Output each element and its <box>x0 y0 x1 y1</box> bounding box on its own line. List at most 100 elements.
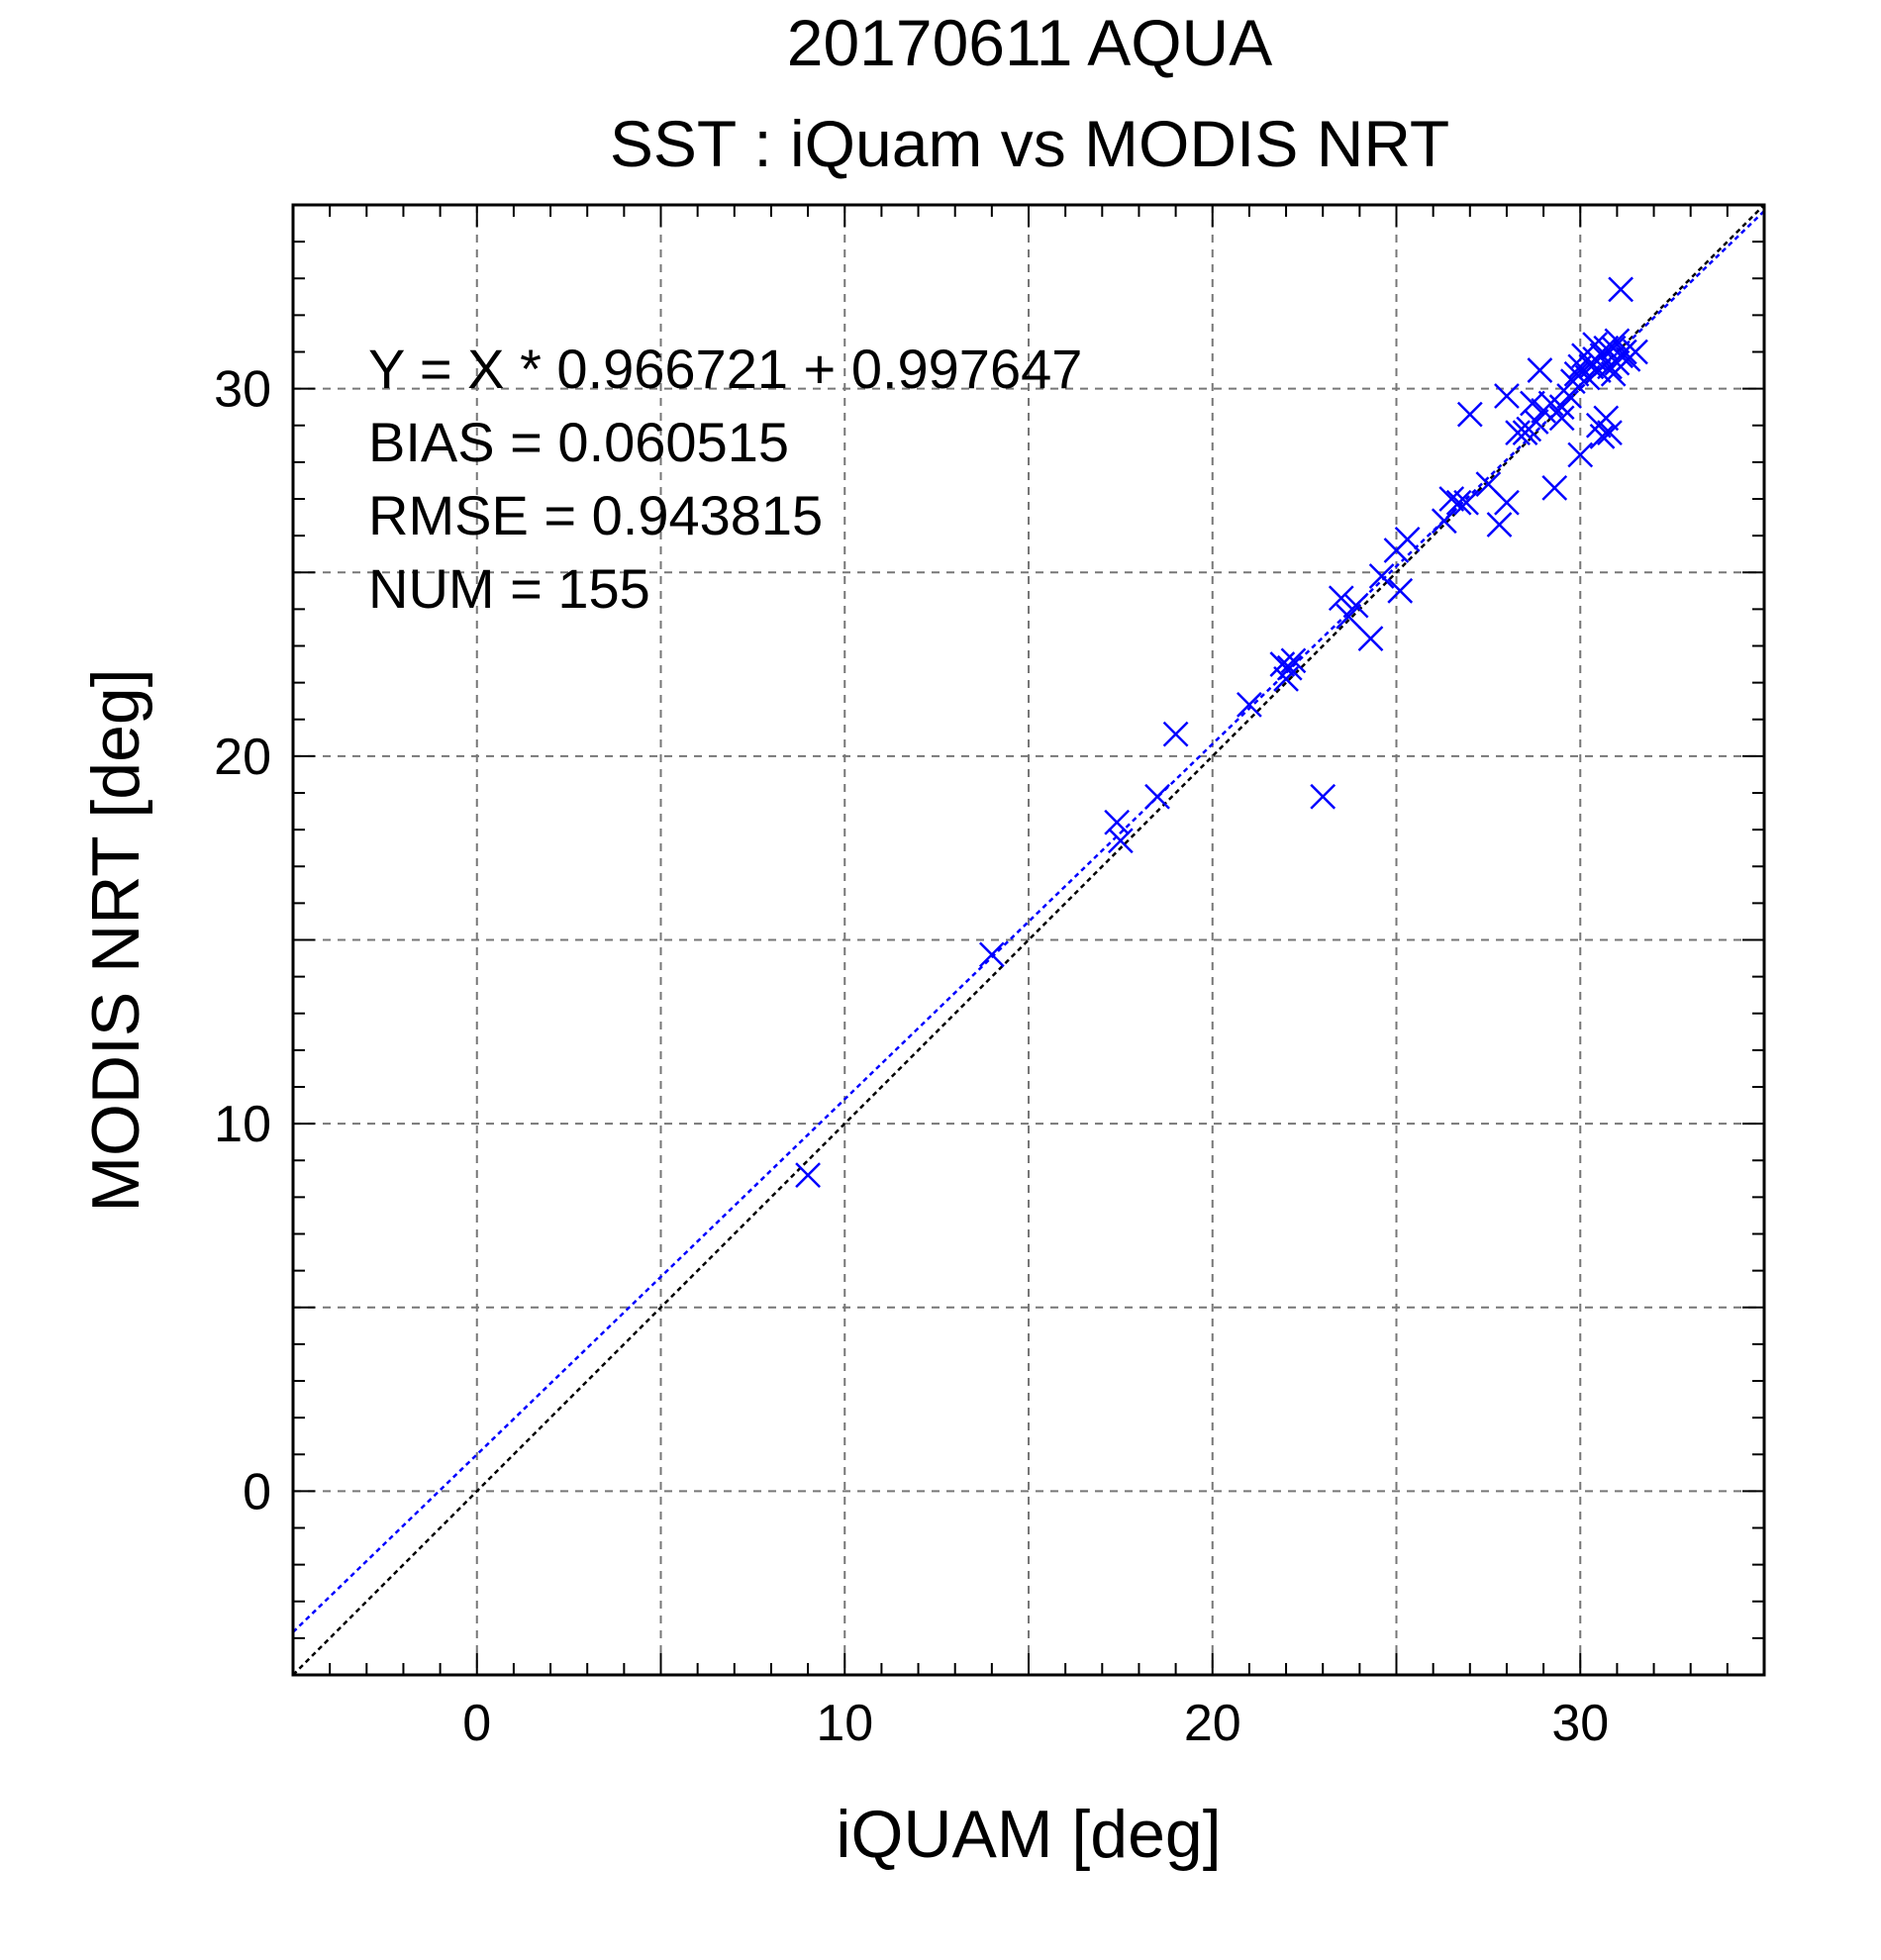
x-tick-label: 30 <box>1551 1695 1609 1752</box>
data-point-stroke <box>1276 654 1303 681</box>
data-point <box>1438 486 1465 512</box>
data-point-stroke <box>1394 526 1421 552</box>
data-point-stroke <box>1563 360 1590 387</box>
data-point <box>1541 474 1568 501</box>
data-point-stroke <box>1597 420 1623 446</box>
data-point <box>1456 401 1483 428</box>
annotation-regression: Y = X * 0.966721 + 0.997647 <box>368 338 1082 400</box>
plot-frame <box>291 203 1766 1677</box>
data-point-stroke <box>1523 409 1549 435</box>
data-point-stroke <box>1589 424 1616 449</box>
data-point <box>1310 783 1336 810</box>
data-point-stroke <box>1604 328 1631 354</box>
data-point <box>1623 339 1648 365</box>
annotation-bias: BIAS = 0.060515 <box>368 411 789 473</box>
data-point-stroke <box>1144 783 1170 810</box>
data-point <box>1559 368 1586 395</box>
data-point <box>1611 339 1637 365</box>
data-point <box>1527 357 1553 383</box>
y-axis-label: MODIS NRT [deg] <box>78 668 153 1212</box>
data-point <box>1523 409 1549 435</box>
data-point <box>1368 563 1395 589</box>
data-point-stroke <box>1456 401 1483 428</box>
data-point <box>1604 328 1631 354</box>
data-point <box>1520 390 1545 417</box>
data-point-stroke <box>1567 441 1594 468</box>
y-tick-label: 30 <box>214 361 271 419</box>
y-tick-label: 20 <box>214 729 271 786</box>
data-point-stroke <box>1548 394 1575 421</box>
data-point-stroke <box>1431 508 1457 535</box>
data-point <box>1453 489 1479 516</box>
data-point-stroke <box>795 1162 821 1188</box>
data-point <box>1593 405 1620 432</box>
data-point-stroke <box>1310 783 1336 810</box>
annotation-num: NUM = 155 <box>368 557 650 620</box>
data-point <box>1445 489 1472 516</box>
regression-line <box>292 210 1765 1633</box>
data-point <box>1280 647 1307 674</box>
data-point-stroke <box>1494 489 1520 516</box>
data-point-stroke <box>1368 563 1395 589</box>
annotations: Y = X * 0.966721 + 0.997647 BIAS = 0.060… <box>368 338 1082 620</box>
data-point-stroke <box>1237 692 1262 718</box>
data-point <box>1328 585 1354 612</box>
y-tick-label: 10 <box>214 1096 271 1153</box>
x-tick-label: 0 <box>462 1695 491 1752</box>
data-point-stroke <box>1593 405 1620 432</box>
data-point-stroke <box>1357 626 1384 651</box>
data-point-stroke <box>1107 828 1134 854</box>
data-point <box>1162 721 1189 747</box>
data-point-stroke <box>978 941 1005 968</box>
data-point-stroke <box>1162 721 1189 747</box>
annotation-rmse: RMSE = 0.943815 <box>368 484 823 546</box>
data-point <box>1107 828 1134 854</box>
data-point-stroke <box>1328 585 1354 612</box>
x-tick-label: 10 <box>816 1695 873 1752</box>
chart-subtitle: SST : iQuam vs MODIS NRT <box>610 107 1449 180</box>
data-point <box>1237 692 1262 718</box>
data-point <box>1276 654 1303 681</box>
x-axis-label: iQUAM [deg] <box>836 1797 1221 1872</box>
data-point-stroke <box>1494 383 1520 409</box>
lines-layer <box>292 204 1765 1676</box>
identity-line <box>292 204 1765 1676</box>
data-point-stroke <box>1387 577 1414 604</box>
data-point-stroke <box>1445 489 1472 516</box>
data-point <box>1608 276 1634 303</box>
tick-labels: 0 10 20 30 0 10 20 30 <box>214 361 1609 1752</box>
data-point <box>1548 394 1575 421</box>
data-point-stroke <box>1611 339 1637 365</box>
chart-title: 20170611 AQUA <box>787 6 1273 79</box>
data-point-stroke <box>1548 405 1575 432</box>
data-point-stroke <box>1453 489 1479 516</box>
data-point <box>1144 783 1170 810</box>
data-point <box>1567 441 1594 468</box>
data-point-stroke <box>1527 357 1553 383</box>
data-point <box>1494 489 1520 516</box>
data-point <box>1342 592 1369 619</box>
data-point <box>1431 508 1457 535</box>
data-point-stroke <box>1280 647 1307 674</box>
grid-layer <box>293 205 1764 1675</box>
points-layer <box>795 276 1648 1188</box>
data-point-stroke <box>1336 603 1362 630</box>
data-point <box>1548 405 1575 432</box>
data-point-stroke <box>1475 471 1502 498</box>
data-point-stroke <box>1342 592 1369 619</box>
data-point-stroke <box>1559 368 1586 395</box>
data-point-stroke <box>1623 339 1648 365</box>
data-point-stroke <box>1608 276 1634 303</box>
data-point <box>1336 603 1362 630</box>
data-point <box>1387 577 1414 604</box>
data-point <box>795 1162 821 1188</box>
data-point <box>1486 512 1513 538</box>
data-point <box>1494 383 1520 409</box>
x-tick-label: 20 <box>1184 1695 1241 1752</box>
y-tick-label: 0 <box>243 1463 271 1520</box>
data-point-stroke <box>1541 474 1568 501</box>
data-point <box>1394 526 1421 552</box>
data-point-stroke <box>1537 390 1564 417</box>
